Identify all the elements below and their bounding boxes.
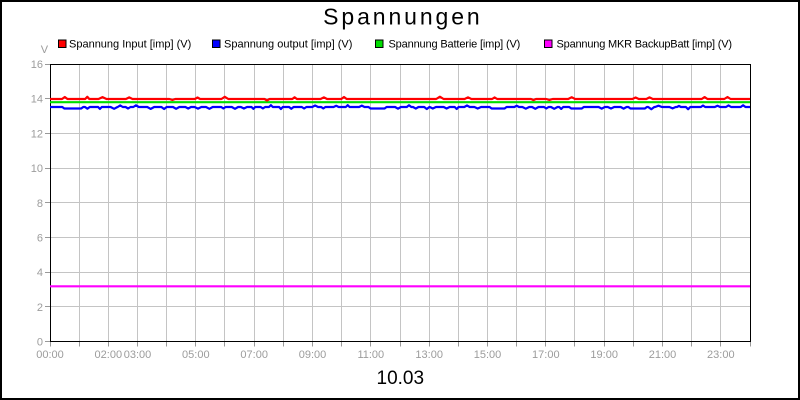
svg-text:Spannung Batterie [imp] (V): Spannung Batterie [imp] (V) xyxy=(389,39,521,51)
svg-text:Spannung MKR BackupBatt [imp]: Spannung MKR BackupBatt [imp] (V) xyxy=(557,39,732,51)
svg-text:12: 12 xyxy=(31,128,43,140)
svg-text:11:00: 11:00 xyxy=(357,349,384,361)
svg-text:21:00: 21:00 xyxy=(649,349,677,361)
svg-text:16: 16 xyxy=(31,59,43,71)
svg-text:0: 0 xyxy=(37,337,43,349)
svg-text:8: 8 xyxy=(37,198,43,210)
svg-text:23:00: 23:00 xyxy=(707,349,735,361)
svg-text:Spannung output [imp] (V): Spannung output [imp] (V) xyxy=(224,39,352,51)
svg-text:V: V xyxy=(41,44,49,56)
svg-text:19:00: 19:00 xyxy=(590,349,618,361)
svg-text:Spannung Input [imp] (V): Spannung Input [imp] (V) xyxy=(69,39,191,51)
svg-text:05:00: 05:00 xyxy=(182,349,210,361)
svg-text:00:00: 00:00 xyxy=(36,349,64,361)
svg-text:03:00: 03:00 xyxy=(124,349,152,361)
svg-text:13:00: 13:00 xyxy=(415,349,443,361)
svg-text:14: 14 xyxy=(31,94,43,106)
svg-text:10: 10 xyxy=(31,163,43,175)
svg-text:Spannungen: Spannungen xyxy=(323,4,482,30)
svg-text:07:00: 07:00 xyxy=(240,349,268,361)
svg-text:09:00: 09:00 xyxy=(299,349,327,361)
svg-text:2: 2 xyxy=(37,302,43,314)
svg-text:02:00: 02:00 xyxy=(95,349,123,361)
svg-text:17:00: 17:00 xyxy=(532,349,560,361)
svg-text:10.03: 10.03 xyxy=(377,368,425,389)
svg-text:6: 6 xyxy=(37,232,43,244)
svg-text:4: 4 xyxy=(37,267,43,279)
svg-text:15:00: 15:00 xyxy=(474,349,502,361)
